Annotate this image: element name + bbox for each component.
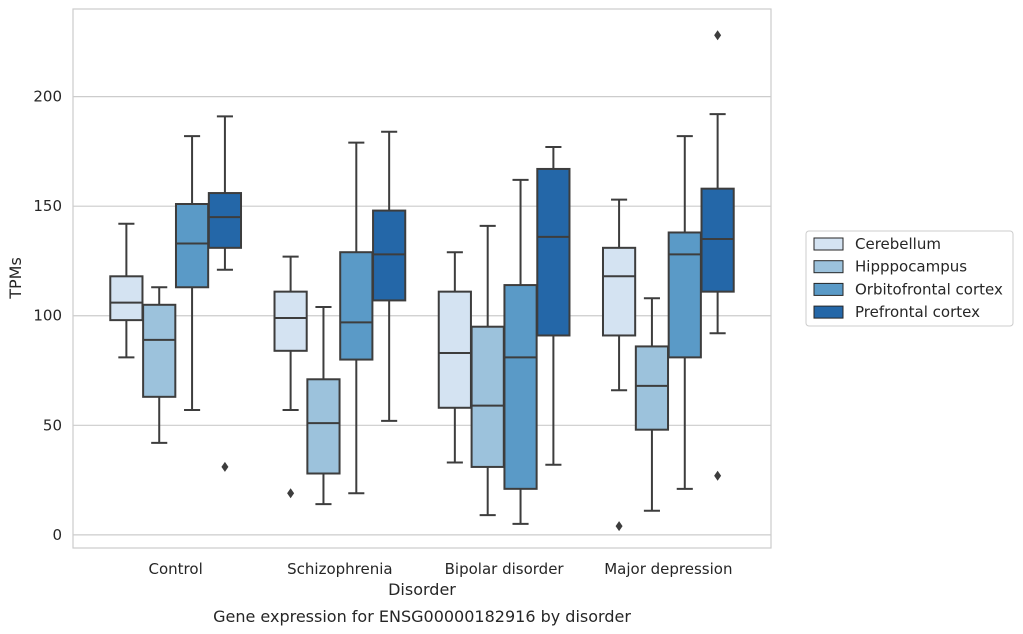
box <box>372 209 407 302</box>
box <box>536 167 571 337</box>
y-axis-title: TPMs <box>6 257 25 300</box>
x-axis-title: Disorder <box>388 580 456 599</box>
box-group <box>109 222 144 359</box>
x-tick-label: Schizophrenia <box>287 560 392 578</box>
box-group <box>207 115 243 472</box>
legend-label: Orbitofrontal cortex <box>855 280 1003 298</box>
box-group <box>437 251 472 464</box>
outlier-point <box>615 521 623 532</box>
box <box>306 378 341 475</box>
x-tick-labels: Control Schizophrenia Bipolar disorder Majo… <box>149 560 733 578</box>
box <box>601 246 637 337</box>
legend-swatch <box>813 260 844 274</box>
box-group <box>667 135 702 490</box>
outlier-point <box>714 30 722 41</box>
box-group <box>470 224 505 517</box>
y-tick-label: 100 <box>33 307 62 325</box>
legend-swatch <box>813 305 844 319</box>
box <box>142 303 177 398</box>
box-group <box>503 178 538 525</box>
outlier-point <box>221 461 229 472</box>
box <box>174 203 210 289</box>
outlier-point <box>714 470 722 481</box>
legend-items: Cerebellum Hipppocampus Orbitofrontal cort… <box>813 235 1003 321</box>
legend-label: Hipppocampus <box>855 258 967 276</box>
y-tick-label: 50 <box>43 416 62 434</box>
legend-label: Prefrontal cortex <box>855 303 980 321</box>
chart-caption: Gene expression for ENSG00000182916 by d… <box>213 607 631 626</box>
box <box>339 251 374 361</box>
y-tick-label: 150 <box>33 197 62 215</box>
box <box>700 187 735 293</box>
box <box>667 231 702 359</box>
box-group <box>536 146 571 466</box>
box <box>207 192 243 249</box>
box-group <box>634 297 670 512</box>
box <box>109 275 144 322</box>
y-tick-labels: 0 50 100 150 200 <box>33 88 62 544</box>
legend-frame <box>805 230 1014 327</box>
box <box>437 290 472 409</box>
legend-label: Cerebellum <box>855 235 941 253</box>
x-tick-label: Major depression <box>604 560 732 578</box>
outlier-point <box>287 488 295 499</box>
box <box>503 284 538 490</box>
box-group <box>339 141 374 495</box>
x-tick-label: Bipolar disorder <box>445 560 565 578</box>
box <box>273 290 308 352</box>
box-group <box>273 255 308 499</box>
box-group <box>142 286 177 444</box>
box-groups <box>109 30 735 532</box>
box-group <box>601 198 637 532</box>
legend: Cerebellum Hipppocampus Orbitofrontal cort… <box>805 230 1014 327</box>
box-group <box>306 305 341 506</box>
legend-swatch <box>813 282 844 296</box>
y-tick-label: 0 <box>52 526 62 544</box>
box <box>470 325 505 468</box>
box-group <box>700 30 735 481</box>
box <box>634 345 670 431</box>
y-tick-label: 200 <box>33 88 62 106</box>
legend-swatch <box>813 237 844 251</box>
box-group <box>372 130 407 422</box>
x-tick-label: Control <box>149 560 203 578</box>
